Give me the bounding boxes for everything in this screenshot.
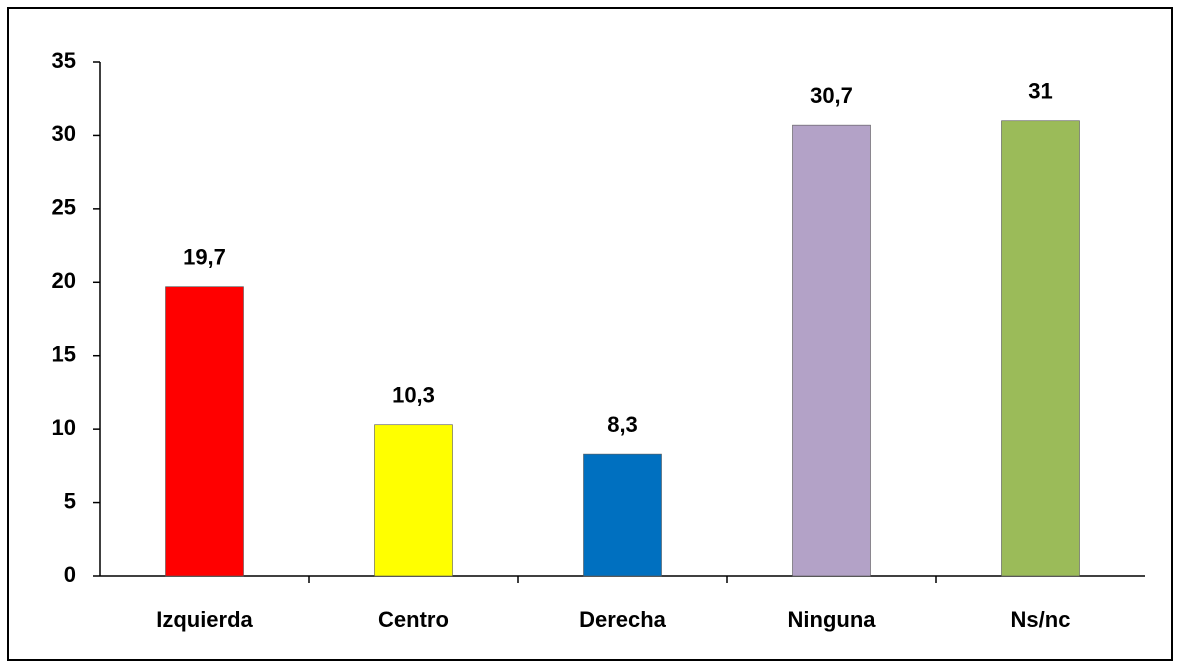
y-tick-label: 5: [64, 488, 76, 513]
y-tick-label: 0: [64, 562, 76, 587]
bar: [792, 124, 871, 577]
bar: [583, 453, 662, 577]
y-tick-label: 20: [52, 268, 76, 293]
bar: [1001, 120, 1080, 577]
x-tick-label: Ns/nc: [1011, 607, 1071, 632]
y-tick-label: 25: [52, 195, 76, 220]
x-tick-label: Ninguna: [788, 607, 877, 632]
value-label: 30,7: [810, 83, 853, 108]
y-tick-label: 15: [52, 342, 76, 367]
y-tick-label: 35: [52, 48, 76, 73]
x-tick-label: Derecha: [579, 607, 667, 632]
value-label: 19,7: [183, 245, 226, 270]
bar: [374, 424, 453, 577]
y-tick-label: 30: [52, 121, 76, 146]
value-label: 31: [1028, 79, 1052, 104]
x-tick-label: Izquierda: [156, 607, 253, 632]
y-tick-label: 10: [52, 415, 76, 440]
value-label: 10,3: [392, 383, 435, 408]
x-tick-label: Centro: [378, 607, 449, 632]
value-label: 8,3: [607, 412, 638, 437]
bar: [165, 286, 244, 577]
